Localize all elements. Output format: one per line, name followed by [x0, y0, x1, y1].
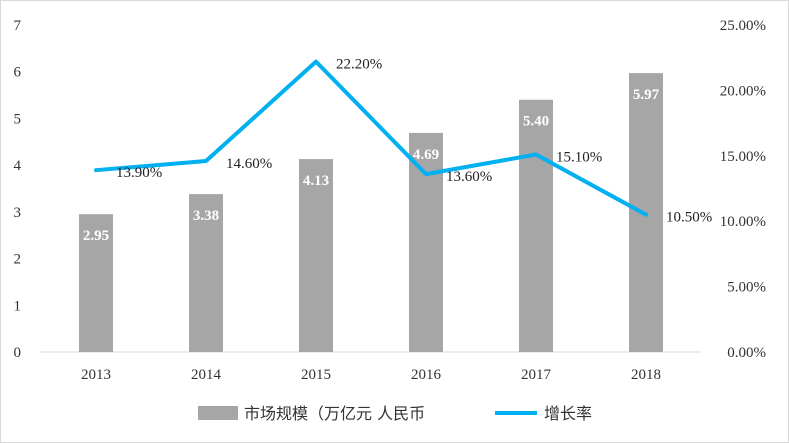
bar-data-label: 4.69 [413, 147, 439, 163]
left-axis-tick-label: 3 [14, 205, 22, 221]
legend-swatch-market-size [198, 406, 238, 420]
bar [299, 159, 333, 352]
x-axis-tick-label: 2017 [521, 367, 552, 383]
bar-data-label: 4.13 [303, 173, 329, 189]
right-axis-tick-label: 20.00% [720, 83, 766, 99]
line-data-label: 13.90% [116, 165, 162, 181]
bar-data-label: 5.97 [633, 87, 660, 103]
bar [519, 99, 553, 352]
line-data-label: 22.20% [336, 57, 382, 73]
left-axis-tick-label: 0 [14, 345, 22, 361]
bar-data-label: 5.40 [523, 114, 549, 130]
left-axis-tick-label: 7 [14, 18, 22, 34]
line-data-label: 15.10% [556, 149, 602, 165]
bar [79, 214, 113, 352]
left-axis-tick-label: 4 [14, 158, 22, 174]
legend-label-growth-rate: 增长率 [544, 404, 592, 423]
x-axis-tick-label: 2013 [81, 367, 111, 383]
left-axis-tick-label: 6 [14, 65, 22, 81]
right-axis-tick-label: 10.00% [720, 214, 766, 230]
right-axis-tick-label: 5.00% [727, 280, 766, 296]
left-axis-tick-label: 1 [14, 298, 22, 314]
growth-rate-line [94, 59, 648, 217]
right-axis-tick-label: 15.00% [720, 149, 766, 165]
bar [189, 194, 223, 352]
right-axis-tick-label: 25.00% [720, 18, 766, 34]
line-data-label: 10.50% [666, 210, 712, 226]
x-axis-tick-label: 2018 [631, 367, 661, 383]
bar-data-label: 2.95 [83, 228, 109, 244]
bar [409, 132, 443, 352]
left-axis-tick-label: 5 [14, 111, 22, 127]
line-data-label: 14.60% [226, 156, 272, 172]
line-data-label: 13.60% [446, 169, 492, 185]
right-axis-tick-label: 0.00% [727, 345, 766, 361]
left-axis-tick-label: 2 [14, 252, 22, 268]
bar-data-label: 3.38 [193, 208, 219, 224]
legend-label-market-size: 市场规模（万亿元 人民币 [244, 404, 425, 423]
x-axis-tick-label: 2014 [191, 367, 222, 383]
x-axis-tick-label: 2016 [411, 367, 442, 383]
x-axis-tick-label: 2015 [301, 367, 331, 383]
